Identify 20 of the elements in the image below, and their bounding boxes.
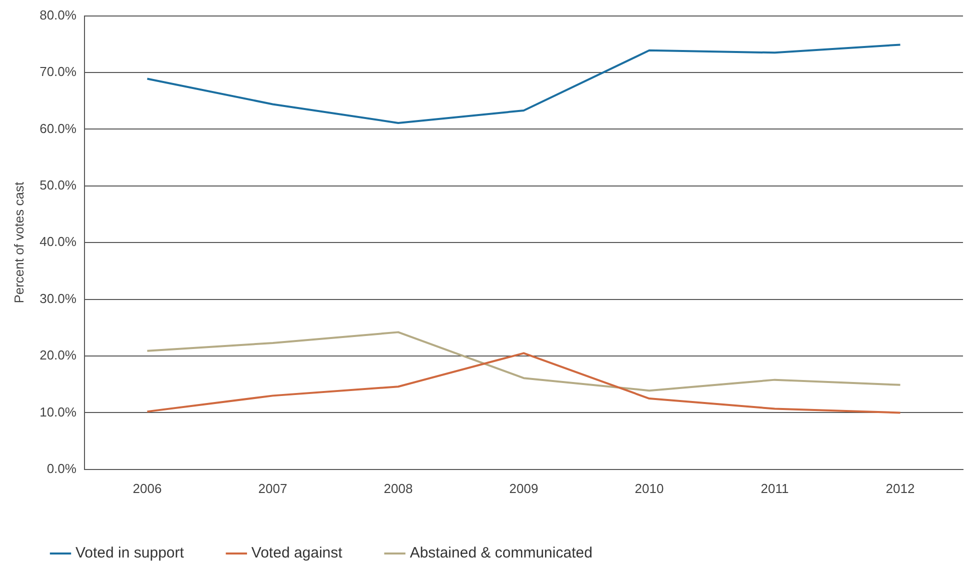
x-tick-label: 2009 (509, 480, 538, 496)
x-tick-label: 2007 (258, 480, 288, 496)
legend-label: Voted in support (76, 544, 185, 562)
x-tick-label: 2012 (886, 480, 915, 496)
x-tick-label: 2008 (384, 480, 413, 496)
y-tick-label: 70.0% (40, 64, 77, 80)
y-tick-label: 20.0% (40, 348, 77, 363)
x-tick-label: 2006 (132, 480, 162, 496)
y-tick-label: 50.0% (40, 177, 77, 192)
y-tick-label: 80.0% (40, 7, 77, 22)
y-tick-label: 40.0% (40, 234, 77, 250)
y-tick-label: 60.0% (40, 120, 77, 136)
y-tick-label: 0.0% (46, 460, 77, 476)
x-tick-label: 2010 (634, 480, 664, 496)
legend-label: Voted against (251, 544, 344, 562)
legend-label: Abstained & communicated (410, 544, 592, 562)
y-tick-label: 10.0% (40, 404, 77, 420)
y-tick-label: 30.0% (40, 290, 77, 306)
y-axis-title: Percent of votes cast (11, 182, 26, 304)
x-tick-label: 2011 (760, 480, 789, 496)
